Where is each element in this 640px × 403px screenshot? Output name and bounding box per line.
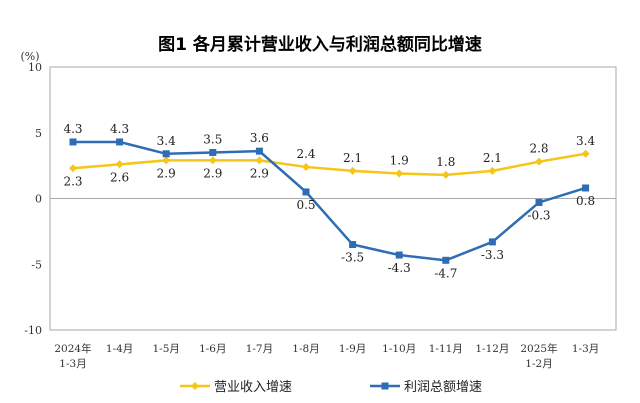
- legend-marker: [381, 382, 389, 390]
- y-tick-label: -10: [24, 324, 42, 337]
- x-tick-label: 2025年: [520, 342, 557, 355]
- data-label: 1.9: [390, 154, 409, 168]
- x-tick-label: 2024年: [54, 342, 91, 355]
- data-point: [581, 149, 590, 158]
- data-point: [441, 170, 450, 179]
- data-point: [395, 251, 403, 259]
- series-line-revenue: [72, 152, 586, 177]
- data-point: [115, 160, 124, 169]
- data-label: 3.4: [157, 134, 176, 148]
- x-tick-label: 1-2月: [525, 358, 552, 370]
- x-tick-label: 1-3月: [59, 358, 86, 370]
- data-label: 2.9: [250, 166, 269, 180]
- x-tick-label: 1-8月: [292, 343, 319, 355]
- data-point: [255, 156, 264, 165]
- data-label: 2.9: [203, 166, 222, 180]
- data-label: -0.3: [527, 208, 550, 222]
- data-label: -4.3: [388, 261, 411, 275]
- data-label: 4.3: [110, 122, 129, 136]
- data-label: -4.7: [434, 266, 457, 280]
- data-point: [208, 156, 217, 165]
- chart-title: 图1 各月累计营业收入与利润总额同比增速: [158, 34, 482, 55]
- data-point: [162, 150, 170, 158]
- x-tick-label: 1-5月: [152, 343, 179, 355]
- data-point: [302, 188, 310, 196]
- data-label: -3.5: [341, 251, 364, 265]
- y-tick-label: -5: [31, 258, 42, 271]
- data-point: [209, 148, 217, 156]
- legend-label: 营业收入增速: [214, 380, 292, 395]
- x-tick-label: 1-10月: [382, 343, 416, 355]
- data-point: [302, 162, 310, 171]
- data-label: 2.9: [157, 166, 176, 180]
- data-label: 3.5: [203, 132, 222, 146]
- data-label: 1.8: [436, 155, 455, 169]
- x-tick-label: 1-6月: [199, 343, 226, 355]
- data-point: [349, 241, 357, 249]
- data-label: 3.6: [250, 131, 269, 145]
- data-point: [116, 138, 124, 146]
- data-point: [488, 238, 496, 246]
- data-label: 2.8: [529, 142, 548, 156]
- data-point: [348, 166, 357, 175]
- data-label: 0.5: [296, 198, 315, 212]
- x-tick-label: 1-9月: [339, 343, 366, 355]
- data-point: [255, 147, 263, 155]
- data-point: [535, 157, 543, 166]
- data-label: -3.3: [481, 248, 504, 262]
- data-label: 2.1: [483, 151, 502, 165]
- series-line-profit: [73, 140, 586, 262]
- x-tick-label: 1-11月: [429, 343, 463, 355]
- data-point: [535, 198, 543, 206]
- y-tick-label: 5: [35, 127, 42, 140]
- x-tick-label: 1-4月: [106, 343, 133, 355]
- data-label: 0.8: [576, 194, 595, 208]
- y-tick-label: 10: [28, 61, 42, 74]
- data-point: [395, 169, 404, 178]
- data-label: 2.1: [343, 151, 362, 165]
- data-label: 2.6: [110, 170, 129, 184]
- data-point: [69, 164, 77, 173]
- x-tick-label: 1-3月: [572, 343, 599, 355]
- data-point: [582, 184, 590, 192]
- data-point: [442, 256, 450, 264]
- data-label: 4.3: [63, 122, 82, 136]
- data-label: 2.4: [296, 147, 315, 161]
- data-label: 2.3: [63, 174, 82, 188]
- data-point: [162, 156, 171, 165]
- y-tick-label: 0: [35, 193, 42, 206]
- data-point: [69, 138, 77, 146]
- data-label: 3.4: [576, 134, 595, 148]
- legend-label: 利润总额增速: [404, 380, 482, 395]
- x-tick-label: 1-7月: [246, 343, 273, 355]
- x-tick-label: 1-12月: [475, 343, 509, 355]
- legend-marker: [191, 382, 199, 390]
- data-point: [488, 166, 497, 175]
- y-axis-unit: (%): [20, 50, 39, 63]
